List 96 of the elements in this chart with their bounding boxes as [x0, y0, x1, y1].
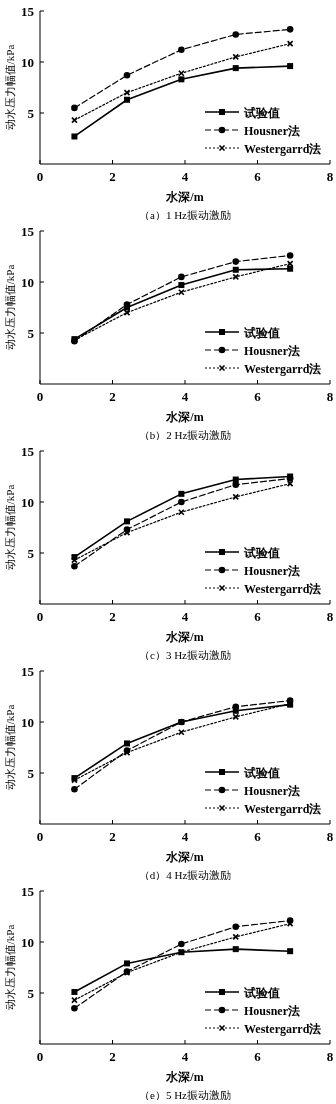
- x-tick-label: 6: [254, 829, 262, 844]
- y-tick-label: 5: [27, 325, 35, 341]
- legend-label: Westergarrd法: [244, 361, 322, 376]
- point: [232, 31, 240, 38]
- x-axis-title: 水深/m: [165, 630, 204, 644]
- y-tick-label: 5: [27, 985, 35, 1001]
- y-tick-label: 10: [21, 714, 34, 730]
- legend-label: Westergarrd法: [244, 141, 322, 156]
- point: [232, 703, 240, 710]
- legend-label: Housner法: [244, 343, 301, 358]
- x-tick-label: 2: [109, 829, 116, 844]
- y-tick-label: 5: [27, 545, 35, 561]
- point: [232, 258, 240, 265]
- legend-label: Housner法: [244, 783, 301, 798]
- point: [71, 104, 78, 112]
- x-axis-title: 水深/m: [165, 410, 204, 424]
- x-tick-label: 0: [36, 1049, 44, 1064]
- y-tick-label: 15: [21, 883, 35, 899]
- x-tick-label: 0: [36, 389, 44, 404]
- x-tick-label: 8: [326, 829, 334, 844]
- y-tick-label: 15: [21, 663, 35, 679]
- y-tick-label: 15: [21, 443, 35, 459]
- point: [71, 988, 78, 995]
- legend-label: 试验值: [243, 545, 280, 560]
- x-axis-title: 水深/m: [165, 190, 204, 204]
- x-tick-label: 4: [181, 169, 189, 184]
- point: [286, 26, 294, 33]
- y-tick-label: 5: [27, 105, 35, 121]
- y-axis-title: 动水压力幅值/kPa: [4, 44, 16, 131]
- point: [71, 1005, 78, 1012]
- x-tick-label: 6: [254, 169, 262, 184]
- point: [286, 252, 294, 259]
- legend-label: 试验值: [243, 325, 280, 340]
- x-tick-label: 0: [36, 169, 44, 184]
- point: [232, 266, 239, 273]
- y-tick-label: 10: [21, 934, 34, 950]
- point: [71, 786, 78, 793]
- legend-label: Westergarrd法: [244, 801, 322, 816]
- point: [232, 65, 239, 72]
- point: [124, 960, 130, 967]
- legend-label: 试验值: [243, 985, 280, 1000]
- legend-label: Housner法: [244, 123, 301, 138]
- y-tick-label: 15: [21, 223, 35, 239]
- point: [287, 948, 294, 955]
- legend-label: Housner法: [244, 1003, 301, 1018]
- point: [124, 518, 130, 525]
- x-tick-label: 8: [326, 389, 334, 404]
- x-tick-label: 6: [254, 1049, 262, 1064]
- y-axis-title: 动水压力幅值/kPa: [4, 484, 16, 571]
- x-tick-label: 4: [181, 609, 189, 624]
- y-tick-label: 10: [21, 494, 34, 510]
- point: [178, 498, 185, 506]
- point: [232, 946, 239, 953]
- point: [287, 265, 294, 272]
- x-tick-label: 2: [109, 389, 116, 404]
- x-tick-label: 2: [109, 1049, 116, 1064]
- y-tick-label: 15: [21, 3, 35, 19]
- point: [123, 71, 131, 79]
- legend-label: Housner法: [244, 563, 301, 578]
- x-tick-label: 2: [109, 609, 116, 624]
- point: [71, 562, 78, 570]
- x-tick-label: 6: [254, 609, 262, 624]
- point: [178, 46, 185, 54]
- y-tick-label: 5: [27, 765, 35, 781]
- x-tick-label: 8: [326, 609, 334, 624]
- legend-label: Westergarrd法: [244, 1021, 322, 1036]
- point: [124, 740, 130, 747]
- x-tick-label: 2: [109, 169, 116, 184]
- point: [287, 63, 294, 70]
- y-axis-title: 动水压力幅值/kPa: [4, 264, 16, 351]
- point: [178, 940, 185, 948]
- x-tick-label: 0: [36, 829, 44, 844]
- y-tick-label: 10: [21, 274, 34, 290]
- legend-label: 试验值: [243, 105, 280, 120]
- x-tick-label: 4: [181, 389, 189, 404]
- y-axis-title: 动水压力幅值/kPa: [4, 924, 16, 1011]
- x-tick-label: 8: [326, 1049, 334, 1064]
- x-tick-label: 4: [181, 829, 189, 844]
- x-axis-title: 水深/m: [165, 1070, 204, 1084]
- point: [124, 96, 130, 103]
- legend-label: 试验值: [243, 765, 280, 780]
- x-axis-title: 水深/m: [165, 850, 204, 864]
- legend-label: Westergarrd法: [244, 581, 322, 596]
- y-tick-label: 10: [21, 54, 34, 70]
- point: [232, 923, 240, 930]
- x-tick-label: 6: [254, 389, 262, 404]
- point: [178, 282, 185, 289]
- point: [178, 76, 185, 83]
- x-tick-label: 0: [36, 609, 44, 624]
- point: [178, 490, 185, 497]
- point: [71, 133, 78, 140]
- x-tick-label: 8: [326, 169, 334, 184]
- x-tick-label: 4: [181, 1049, 189, 1064]
- y-axis-title: 动水压力幅值/kPa: [4, 704, 16, 791]
- point: [232, 481, 240, 488]
- point: [178, 273, 185, 281]
